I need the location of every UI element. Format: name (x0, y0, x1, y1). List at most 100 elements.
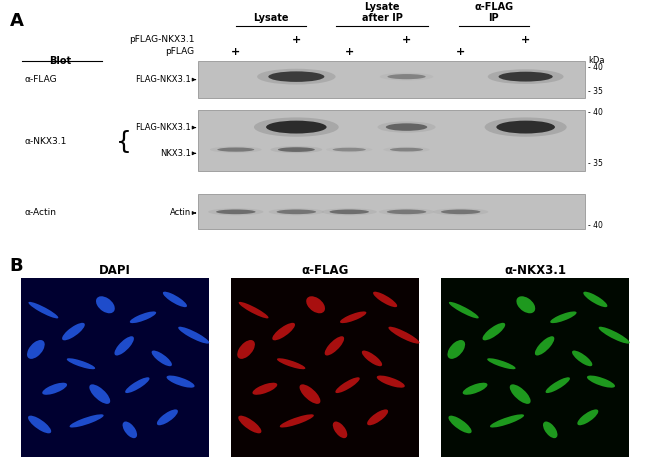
Text: α-FLAG
IP: α-FLAG IP (474, 2, 514, 24)
Bar (21, 278, 209, 456)
Ellipse shape (330, 210, 369, 214)
Text: pFLAG: pFLAG (165, 47, 194, 56)
Ellipse shape (510, 384, 530, 404)
Ellipse shape (485, 118, 567, 137)
Text: - 35: - 35 (588, 87, 603, 96)
Ellipse shape (516, 296, 535, 313)
Ellipse shape (550, 312, 577, 323)
Ellipse shape (441, 210, 480, 214)
Text: - 40: - 40 (588, 63, 603, 72)
Text: α-NKX3.1: α-NKX3.1 (504, 264, 566, 277)
Text: +: + (456, 47, 465, 57)
Text: kDa: kDa (588, 56, 604, 65)
Ellipse shape (268, 71, 324, 82)
Ellipse shape (463, 383, 488, 395)
Text: {: { (116, 130, 133, 153)
Ellipse shape (252, 383, 278, 395)
Text: - 40: - 40 (588, 221, 603, 230)
Ellipse shape (377, 376, 405, 388)
Ellipse shape (130, 312, 156, 323)
Ellipse shape (325, 336, 344, 355)
Ellipse shape (239, 416, 261, 433)
Ellipse shape (272, 323, 295, 340)
Ellipse shape (114, 336, 134, 355)
Text: +: + (402, 35, 411, 45)
Ellipse shape (535, 336, 554, 355)
Text: α-FLAG: α-FLAG (24, 75, 57, 84)
Bar (441, 278, 629, 456)
Text: pFLAG-NKX3.1: pFLAG-NKX3.1 (129, 35, 194, 44)
Ellipse shape (280, 414, 314, 428)
Text: - 35: - 35 (588, 160, 603, 169)
Ellipse shape (488, 69, 564, 84)
Ellipse shape (373, 292, 397, 307)
Ellipse shape (587, 376, 615, 388)
Ellipse shape (210, 146, 262, 153)
Ellipse shape (29, 302, 58, 319)
Ellipse shape (217, 147, 254, 152)
Ellipse shape (387, 210, 426, 214)
Ellipse shape (583, 292, 607, 307)
Text: FLAG-NKX3.1: FLAG-NKX3.1 (135, 123, 191, 132)
Ellipse shape (380, 73, 434, 81)
Ellipse shape (62, 323, 84, 340)
Bar (231, 278, 419, 456)
Bar (198, 110, 585, 171)
Ellipse shape (306, 296, 325, 313)
Text: Blot: Blot (49, 56, 72, 66)
Ellipse shape (163, 292, 187, 307)
Ellipse shape (125, 377, 150, 393)
Text: α-Actin: α-Actin (24, 209, 57, 218)
Ellipse shape (326, 147, 372, 152)
Ellipse shape (482, 323, 505, 340)
Ellipse shape (387, 74, 426, 79)
Ellipse shape (266, 121, 326, 134)
Ellipse shape (216, 210, 255, 214)
Ellipse shape (333, 421, 347, 438)
Ellipse shape (89, 384, 111, 404)
Ellipse shape (577, 409, 598, 425)
Text: DAPI: DAPI (99, 264, 131, 277)
Ellipse shape (42, 383, 67, 395)
Text: +: + (344, 47, 354, 57)
Ellipse shape (268, 208, 324, 215)
Ellipse shape (123, 421, 137, 438)
Ellipse shape (178, 327, 209, 344)
Ellipse shape (490, 414, 524, 428)
Ellipse shape (28, 416, 51, 433)
Ellipse shape (270, 146, 322, 153)
Ellipse shape (70, 414, 104, 428)
Text: +: + (292, 35, 301, 45)
Ellipse shape (277, 210, 316, 214)
Ellipse shape (322, 208, 377, 215)
Ellipse shape (27, 340, 45, 359)
Ellipse shape (166, 376, 194, 388)
Ellipse shape (379, 208, 434, 215)
Ellipse shape (367, 409, 388, 425)
Text: Actin: Actin (170, 209, 191, 218)
Ellipse shape (390, 148, 423, 152)
Text: +: + (231, 47, 240, 57)
Ellipse shape (572, 351, 592, 366)
Ellipse shape (157, 409, 178, 425)
Ellipse shape (300, 384, 320, 404)
Ellipse shape (254, 118, 339, 137)
Ellipse shape (449, 302, 479, 319)
Ellipse shape (487, 358, 515, 369)
Text: FLAG-NKX3.1: FLAG-NKX3.1 (135, 75, 191, 84)
Bar (198, 194, 585, 229)
Text: Lysate
after IP: Lysate after IP (362, 2, 403, 24)
Ellipse shape (389, 327, 419, 344)
Ellipse shape (433, 208, 488, 215)
Ellipse shape (208, 208, 263, 215)
Text: NKX3.1: NKX3.1 (161, 149, 191, 158)
Text: Lysate: Lysate (253, 14, 289, 24)
Bar (198, 61, 585, 98)
Ellipse shape (96, 296, 115, 313)
Ellipse shape (543, 421, 558, 438)
Ellipse shape (239, 302, 268, 319)
Ellipse shape (277, 358, 305, 369)
Ellipse shape (378, 121, 436, 133)
Ellipse shape (599, 327, 630, 344)
Ellipse shape (67, 358, 95, 369)
